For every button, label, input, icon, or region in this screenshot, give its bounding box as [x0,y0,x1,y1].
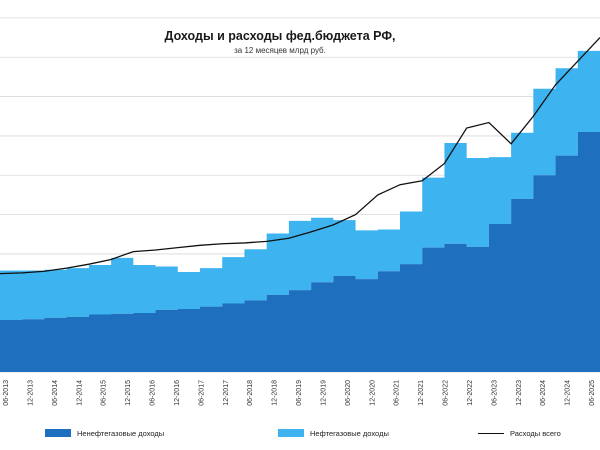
x-tick-label: 06-2025 [589,380,596,406]
x-tick-label: 12-2016 [174,380,181,406]
chart-title: Доходы и расходы фед.бюджета РФ, [164,29,396,43]
x-tick-label: 06-2013 [3,380,10,406]
area-non-oil-gas-revenue [0,104,600,372]
chart-subtitle: за 12 месяцев млрд руб. [234,46,326,55]
x-tick-label: 06-2020 [345,380,352,406]
x-tick-label: 06-2024 [540,380,547,406]
x-tick-label: 12-2021 [418,380,425,406]
legend-item-non-oil: Ненефтегазовые доходы [45,427,164,439]
x-tick-label: 12-2014 [76,380,83,406]
x-tick-label: 12-2020 [369,380,376,406]
line-series [0,37,600,275]
x-tick-label: 06-2014 [52,380,59,406]
line-total-expenses [0,37,600,275]
legend-label-non-oil: Ненефтегазовые доходы [77,428,165,438]
area-series [0,35,600,372]
x-tick-label: 06-2022 [443,380,450,406]
legend-label-oil: Нефтегазовые доходы [310,428,389,438]
x-tick-label: 12-2019 [320,380,327,406]
x-tick-label: 12-2013 [27,380,34,406]
x-axis-ticks: 06-2013 12-2013 06-2014 12-2014 06-2015 12-20… [3,380,596,406]
x-tick-label: 12-2017 [223,380,230,406]
legend-swatch-non-oil [45,429,71,437]
x-tick-label: 12-2024 [565,380,572,406]
x-tick-label: 06-2019 [296,380,303,406]
x-tick-label: 12-2015 [125,380,132,406]
legend-item-oil: Нефтегазовые доходы [278,427,389,439]
legend-item-expenses: Расходы всего [478,427,561,439]
area-oil-gas-revenue [0,35,600,321]
legend-label-expenses: Расходы всего [510,428,561,438]
x-tick-label: 12-2018 [272,380,279,406]
x-tick-label: 12-2022 [467,380,474,406]
legend-swatch-oil [278,429,304,437]
x-tick-label: 12-2023 [516,380,523,406]
x-tick-label: 06-2016 [150,380,157,406]
x-tick-label: 06-2021 [394,380,401,406]
x-tick-label: 06-2023 [491,380,498,406]
legend-swatch-expenses [478,432,504,434]
x-tick-label: 06-2015 [101,380,108,406]
x-tick-label: 06-2017 [198,380,205,406]
x-tick-label: 06-2018 [247,380,254,406]
